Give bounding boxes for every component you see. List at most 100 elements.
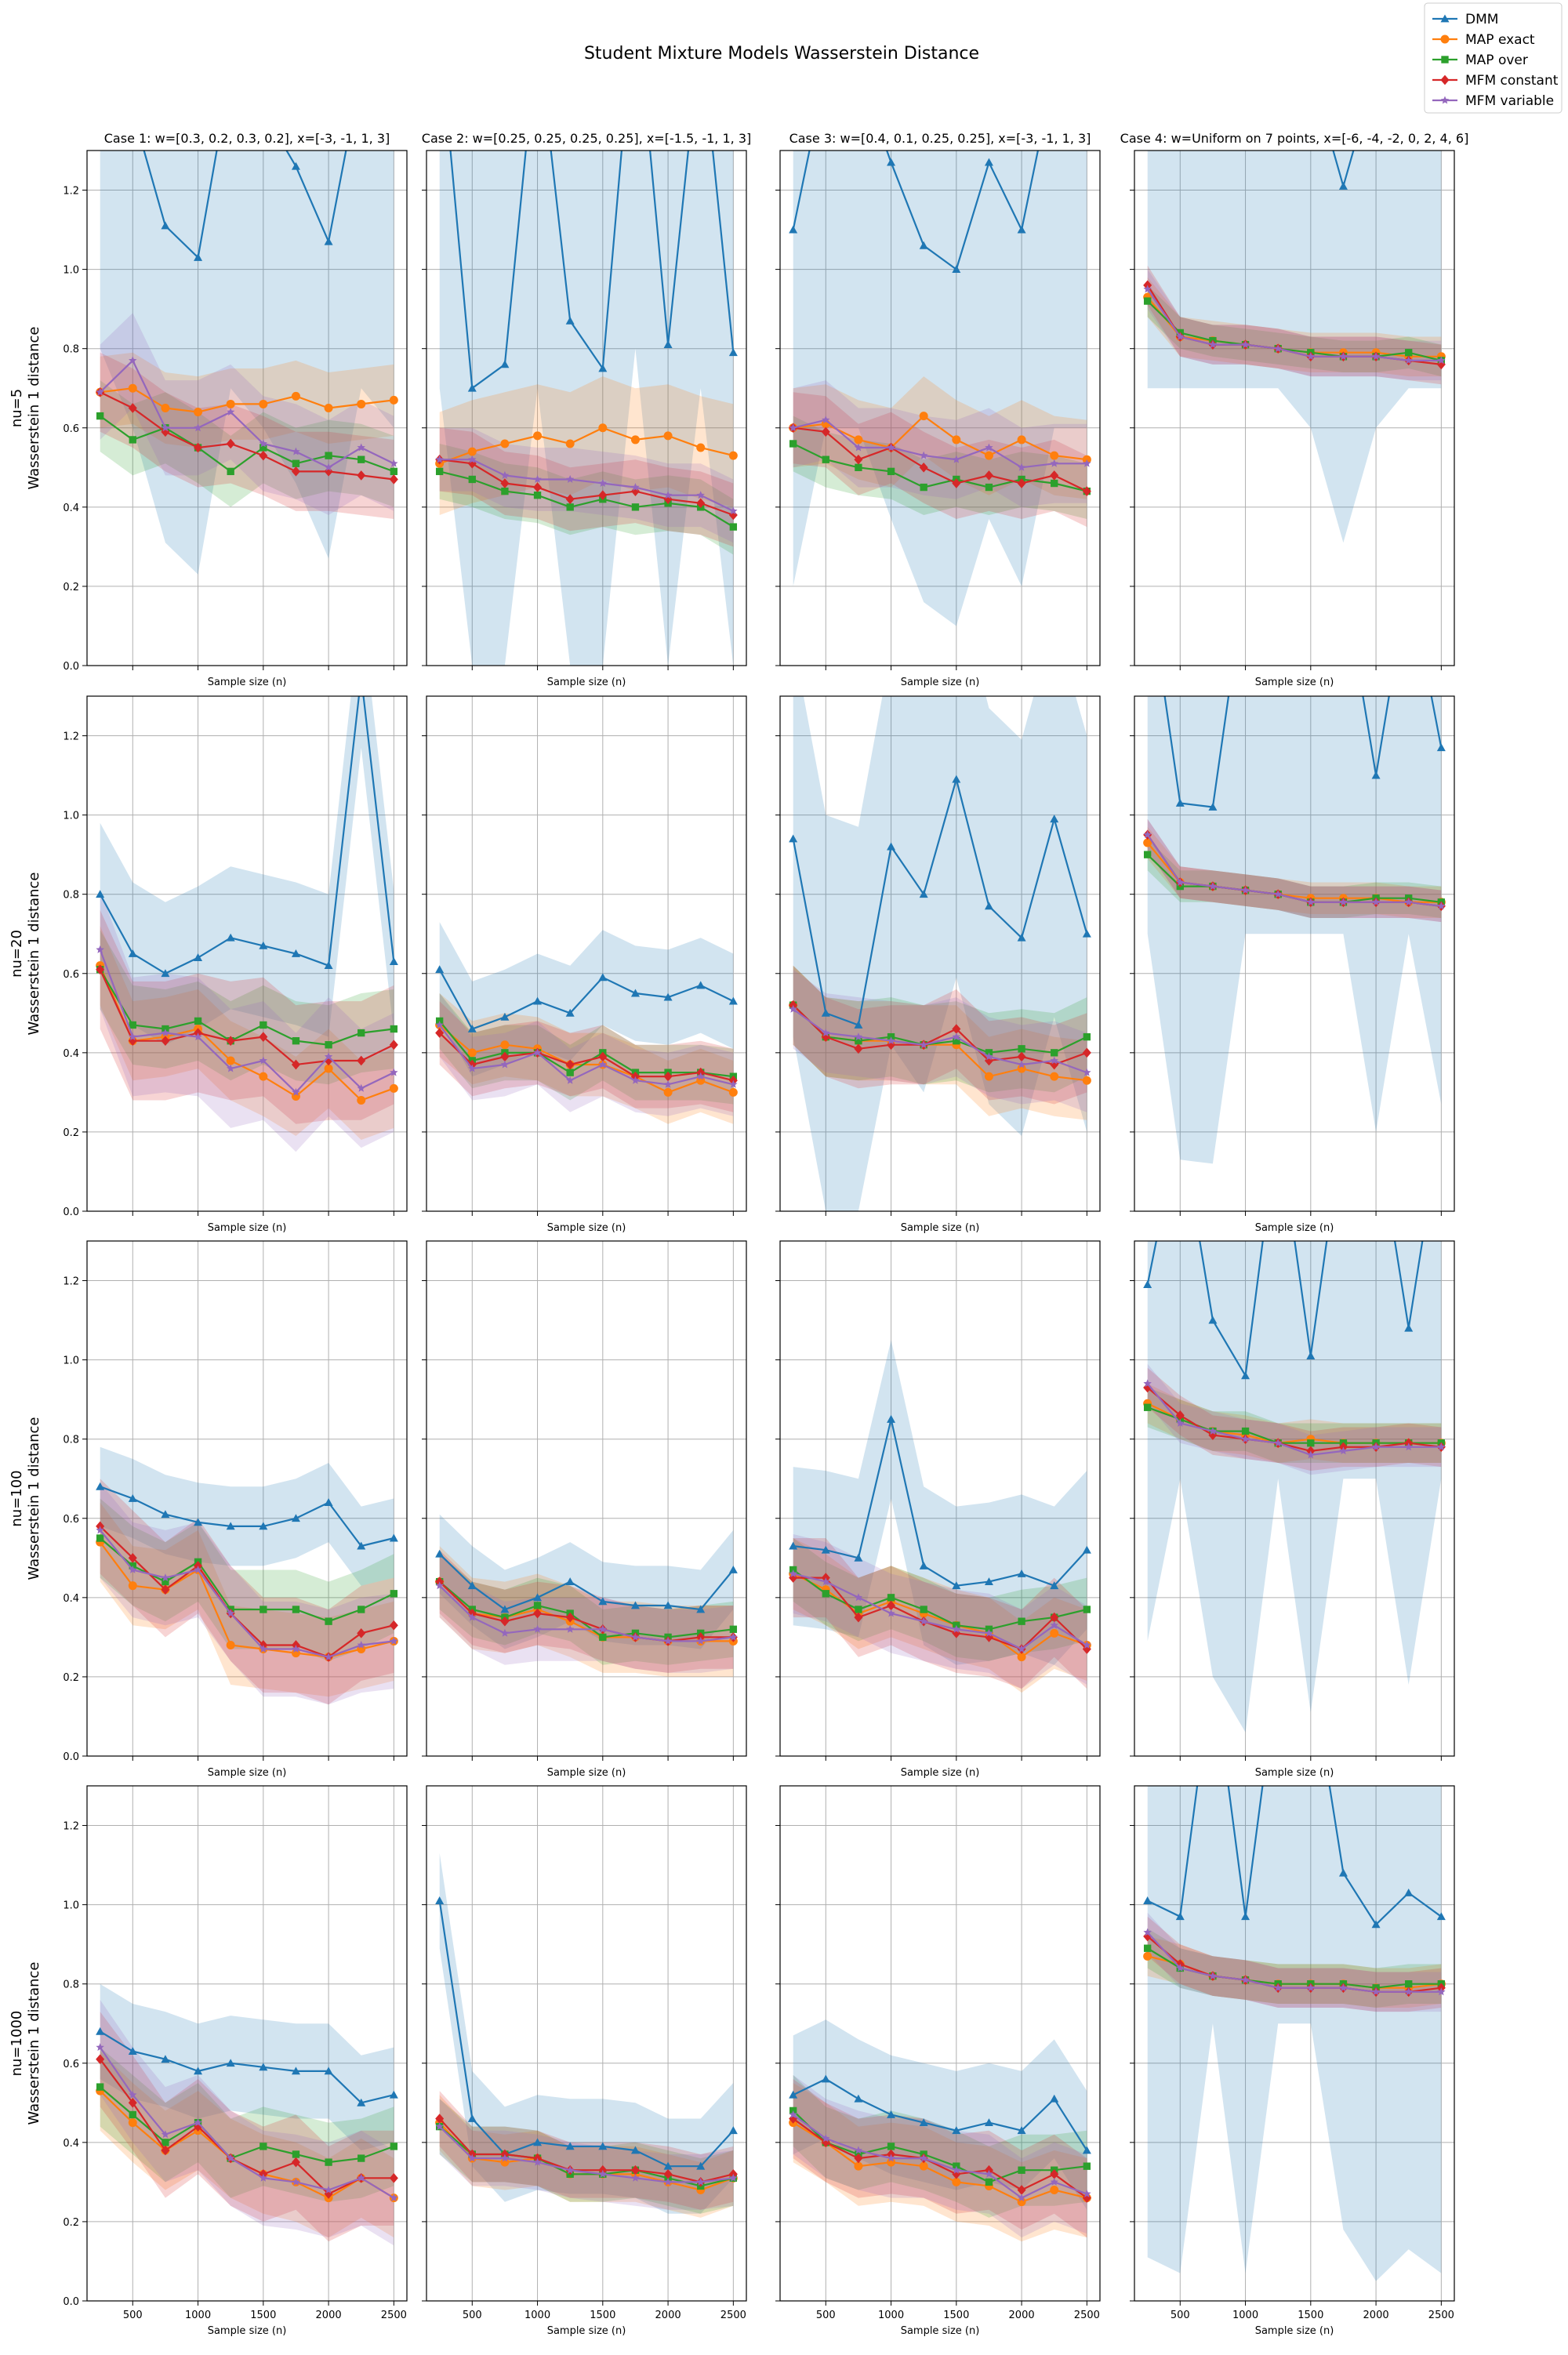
markers-mfm-variable: [789, 2110, 1091, 2201]
panel-4-2: 500 1000 1500 2000 2500 Sample size (n): [422, 1785, 747, 2337]
markers-mfm-constant: [96, 964, 398, 1070]
point-mfm-variable: [1176, 878, 1185, 886]
band-dmm: [793, 151, 1087, 626]
series-line-mfm-constant: [793, 2117, 1087, 2199]
point-mfm-constant: [821, 426, 830, 437]
point-map-over: [162, 2139, 169, 2146]
series-line-dmm: [100, 1486, 394, 1548]
point-dmm: [435, 965, 445, 974]
series-line-mfm-constant: [439, 459, 734, 517]
point-map-exact: [1017, 435, 1026, 445]
point-mfm-variable: [566, 475, 575, 483]
point-map-exact: [952, 435, 961, 445]
y-tick-label: 0.6: [63, 1514, 79, 1526]
point-map-exact: [291, 391, 300, 401]
column-title: Case 3: w=[0.4, 0.1, 0.25, 0.25], x=[-3,…: [789, 131, 1091, 146]
x-axis-label: Sample size (n): [1255, 677, 1334, 688]
point-dmm: [161, 2055, 170, 2063]
point-mfm-constant: [887, 1600, 896, 1611]
point-mfm-variable: [920, 2154, 928, 2162]
point-mfm-variable: [1083, 1641, 1091, 1649]
band-mfm-constant: [100, 2012, 394, 2242]
point-mfm-variable: [952, 1032, 960, 1041]
band-mfm-constant: [793, 965, 1087, 1105]
point-mfm-variable: [96, 945, 104, 953]
legend-box: [1424, 2, 1563, 114]
point-map-over: [533, 492, 542, 499]
point-dmm: [129, 107, 137, 114]
series-line-map-exact: [438, 1024, 734, 1094]
point-map-exact: [259, 1072, 268, 1081]
point-mfm-constant: [1208, 1430, 1218, 1440]
point-mfm-variable: [227, 408, 235, 415]
point-mfm-variable: [985, 1052, 993, 1061]
x-tick-label: 1500: [250, 2310, 276, 2321]
point-dmm: [1306, 67, 1315, 74]
point-mfm-variable: [631, 1076, 640, 1084]
band-map-over: [793, 1538, 1087, 1661]
point-dmm: [887, 1414, 896, 1423]
point-dmm: [1143, 1280, 1152, 1288]
band-map-over: [100, 930, 394, 1085]
point-mfm-constant: [533, 482, 543, 492]
point-map-exact: [324, 1064, 333, 1073]
axes-frame: [779, 695, 1101, 1212]
grid: [87, 1786, 407, 2302]
markers-mfm-variable: [96, 945, 398, 1096]
point-mfm-variable: [729, 2173, 738, 2182]
band-map-exact: [439, 993, 734, 1124]
point-mfm-variable: [1274, 1439, 1283, 1447]
point-mfm-variable: [822, 415, 830, 424]
point-map-exact: [467, 447, 477, 456]
point-mfm-constant: [919, 462, 928, 473]
point-mfm-variable: [789, 423, 797, 432]
point-mfm-variable: [1437, 902, 1446, 910]
point-map-exact: [663, 431, 673, 441]
point-dmm: [1176, 27, 1185, 35]
point-dmm: [500, 1605, 510, 1613]
point-mfm-variable: [357, 2173, 365, 2182]
point-mfm-constant: [1050, 2168, 1059, 2179]
axes-frame: [426, 150, 747, 666]
point-mfm-constant: [789, 1573, 798, 1583]
point-dmm: [696, 981, 706, 989]
point-dmm: [389, 2090, 398, 2099]
point-dmm: [887, 158, 896, 166]
point-map-over: [96, 2083, 104, 2091]
axes-frame: [1134, 1240, 1455, 1757]
point-dmm: [565, 2142, 575, 2150]
point-dmm: [435, 1549, 445, 1558]
x-tick-label: 1000: [878, 2310, 904, 2321]
point-dmm: [226, 2059, 235, 2067]
point-dmm: [226, 1522, 235, 1530]
point-dmm: [324, 1498, 333, 1506]
series-line-dmm: [1163, 696, 1443, 808]
series-line-map-over: [792, 2110, 1087, 2183]
legend-item-mfm-variable: MFM variable: [1432, 93, 1554, 109]
band-mfm-constant: [439, 427, 734, 547]
point-map-exact: [226, 399, 235, 408]
x-tick-label: 2500: [1074, 2310, 1100, 2321]
point-mfm-variable: [822, 2134, 830, 2143]
point-mfm-variable: [1050, 1620, 1058, 1629]
point-mfm-variable: [292, 2177, 300, 2186]
point-dmm: [952, 265, 961, 274]
point-map-exact: [291, 1091, 300, 1101]
band-dmm: [793, 696, 1087, 1211]
point-map-over: [129, 436, 136, 444]
point-dmm: [1371, 1920, 1381, 1929]
point-mfm-constant: [291, 2157, 300, 2168]
x-tick-label: 500: [816, 2310, 836, 2321]
y-tick-label: 0.4: [63, 2138, 79, 2150]
point-mfm-variable: [1339, 1446, 1348, 1455]
axes-frame: [779, 150, 1101, 666]
series-line-dmm: [793, 1419, 1088, 1587]
point-mfm-variable: [1404, 1442, 1413, 1451]
point-dmm: [887, 2110, 896, 2118]
point-mfm-constant: [389, 2173, 398, 2183]
point-mfm-constant: [467, 458, 477, 469]
point-dmm: [854, 67, 862, 74]
point-map-exact: [226, 1640, 235, 1649]
point-mfm-constant: [663, 2168, 673, 2179]
point-map-over: [566, 1069, 574, 1076]
